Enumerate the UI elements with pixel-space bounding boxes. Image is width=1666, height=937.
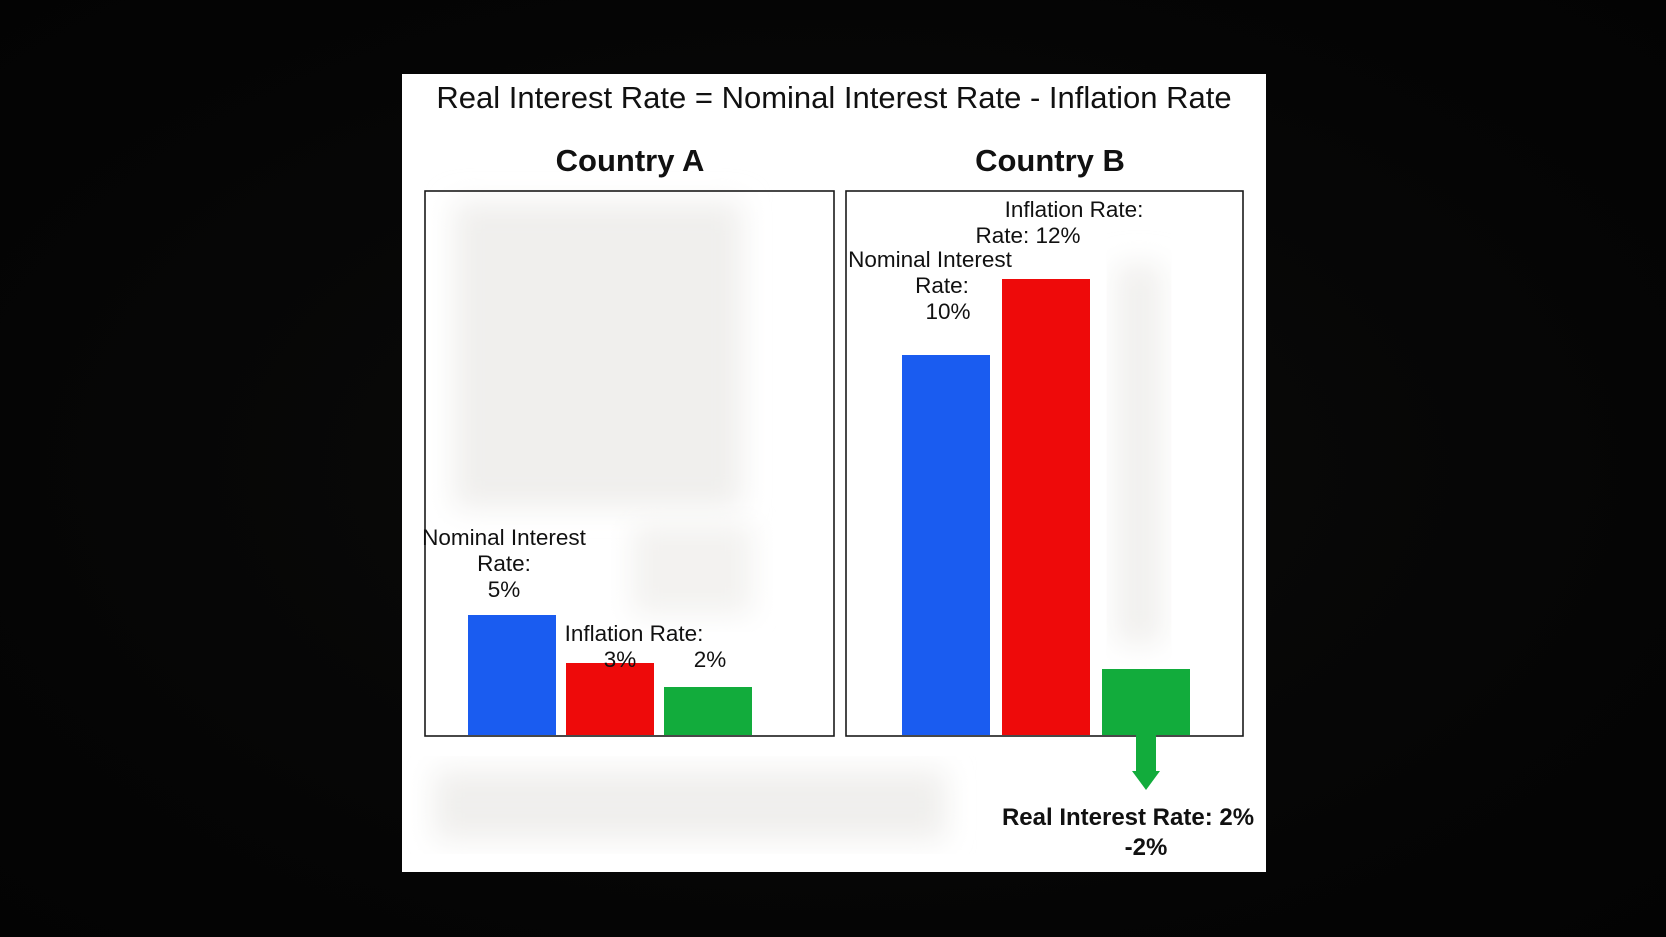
- data-label-real-country-a: 2%: [694, 647, 727, 672]
- data-label-inflation-country-a: Inflation Rate:: [565, 621, 704, 646]
- bar-nominal-country-b: [902, 355, 990, 735]
- chart-title: Real Interest Rate = Nominal Interest Ra…: [436, 80, 1231, 115]
- negative-arrow-shaft: [1136, 735, 1156, 773]
- data-label-inflation-country-b: Inflation Rate:: [1005, 197, 1144, 222]
- panel-title-country-b: Country B: [975, 143, 1125, 178]
- data-label-real-country-b: Real Interest Rate: 2%: [1002, 804, 1254, 831]
- data-label-nominal-country-a: Rate:: [477, 551, 531, 576]
- data-label-nominal-country-b: 10%: [925, 299, 970, 324]
- chart-card: Real Interest Rate = Nominal Interest Ra…: [402, 74, 1266, 872]
- background-smudge: [434, 770, 946, 840]
- background-smudge: [632, 524, 752, 614]
- background-smudge: [1116, 264, 1162, 644]
- data-label-inflation-country-b: Rate: 12%: [975, 223, 1080, 248]
- bar-real-country-b: [1102, 669, 1190, 735]
- panel-frame-country-a: [424, 190, 835, 737]
- bar-nominal-country-a: [468, 615, 556, 735]
- bar-real-country-a: [664, 687, 752, 735]
- data-label-nominal-country-b: Nominal Interest: [848, 247, 1013, 272]
- data-label-inflation-country-a: 3%: [604, 647, 637, 672]
- bar-inflation-country-a: [566, 663, 654, 735]
- data-label-nominal-country-a: 5%: [488, 577, 521, 602]
- chart-canvas: Real Interest Rate = Nominal Interest Ra…: [422, 80, 1254, 861]
- negative-arrow-head: [1132, 771, 1160, 790]
- background-smudge: [454, 202, 742, 508]
- bar-inflation-country-b: [1002, 279, 1090, 735]
- panel-title-country-a: Country A: [556, 143, 705, 178]
- panel-frame-country-b: [845, 190, 1244, 737]
- data-label-nominal-country-b: Rate:: [915, 273, 969, 298]
- data-label-real-country-b: -2%: [1125, 834, 1168, 861]
- data-label-nominal-country-a: Nominal Interest: [422, 525, 587, 550]
